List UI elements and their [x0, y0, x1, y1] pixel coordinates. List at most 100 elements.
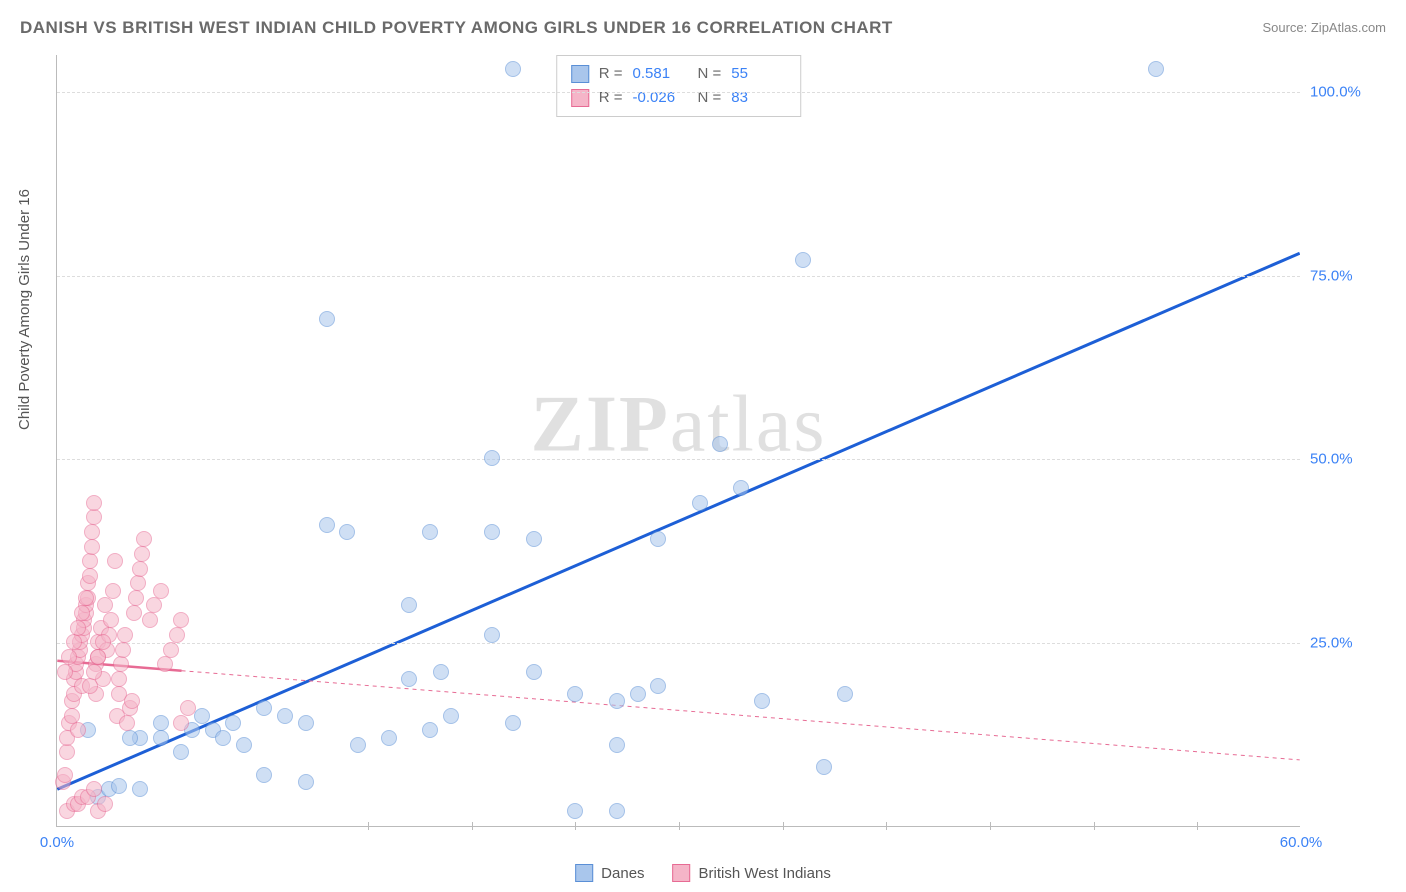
stats-row: R =-0.026N =83: [571, 86, 787, 110]
gridline-h: [57, 643, 1300, 644]
scatter-point: [78, 590, 94, 606]
scatter-point: [712, 436, 728, 452]
gridline-h: [57, 459, 1300, 460]
x-tick-mark: [783, 822, 784, 830]
scatter-point: [401, 597, 417, 613]
gridline-h: [57, 276, 1300, 277]
scatter-point: [173, 612, 189, 628]
x-tick-mark: [1094, 822, 1095, 830]
y-tick-label: 50.0%: [1310, 451, 1380, 468]
scatter-point: [105, 583, 121, 599]
y-tick-label: 75.0%: [1310, 267, 1380, 284]
scatter-point: [66, 634, 82, 650]
legend-swatch: [575, 864, 593, 882]
scatter-point: [505, 715, 521, 731]
x-tick-mark: [575, 822, 576, 830]
scatter-point: [97, 796, 113, 812]
r-value: 0.581: [633, 62, 688, 86]
scatter-point: [795, 252, 811, 268]
scatter-point: [153, 730, 169, 746]
scatter-point: [90, 649, 106, 665]
scatter-point: [61, 649, 77, 665]
scatter-point: [567, 686, 583, 702]
scatter-point: [298, 774, 314, 790]
scatter-chart: ZIPatlas R =0.581N =55R =-0.026N =83 25.…: [56, 55, 1300, 827]
x-tick-label: 0.0%: [40, 834, 74, 851]
scatter-point: [754, 693, 770, 709]
scatter-point: [111, 778, 127, 794]
n-value: 55: [731, 62, 786, 86]
scatter-point: [609, 737, 625, 753]
scatter-point: [484, 524, 500, 540]
y-tick-label: 100.0%: [1310, 83, 1380, 100]
scatter-point: [169, 627, 185, 643]
scatter-point: [113, 656, 129, 672]
scatter-point: [319, 517, 335, 533]
scatter-point: [277, 708, 293, 724]
trend-lines: [57, 55, 1300, 826]
scatter-point: [86, 509, 102, 525]
scatter-point: [126, 605, 142, 621]
stats-row: R =0.581N =55: [571, 62, 787, 86]
scatter-point: [82, 678, 98, 694]
correlation-stats-box: R =0.581N =55R =-0.026N =83: [556, 55, 802, 117]
scatter-point: [650, 678, 666, 694]
scatter-point: [630, 686, 646, 702]
scatter-point: [692, 495, 708, 511]
scatter-point: [84, 524, 100, 540]
scatter-point: [132, 781, 148, 797]
scatter-point: [526, 531, 542, 547]
legend-label: British West Indians: [699, 865, 831, 882]
scatter-point: [82, 553, 98, 569]
scatter-point: [173, 744, 189, 760]
scatter-point: [122, 730, 138, 746]
scatter-point: [256, 767, 272, 783]
scatter-point: [609, 693, 625, 709]
scatter-point: [59, 744, 75, 760]
n-label: N =: [698, 86, 722, 110]
scatter-point: [816, 759, 832, 775]
scatter-point: [153, 715, 169, 731]
scatter-point: [484, 627, 500, 643]
scatter-point: [173, 715, 189, 731]
legend: Danes British West Indians: [575, 864, 831, 882]
scatter-point: [70, 722, 86, 738]
scatter-point: [526, 664, 542, 680]
x-tick-label: 60.0%: [1280, 834, 1323, 851]
scatter-point: [107, 553, 123, 569]
scatter-point: [103, 612, 119, 628]
scatter-point: [157, 656, 173, 672]
scatter-point: [401, 671, 417, 687]
scatter-point: [128, 590, 144, 606]
scatter-point: [82, 568, 98, 584]
scatter-point: [350, 737, 366, 753]
scatter-point: [95, 634, 111, 650]
scatter-point: [609, 803, 625, 819]
scatter-point: [484, 450, 500, 466]
scatter-point: [86, 781, 102, 797]
scatter-point: [163, 642, 179, 658]
scatter-point: [84, 539, 100, 555]
x-tick-mark: [679, 822, 680, 830]
n-value: 83: [731, 86, 786, 110]
gridline-h: [57, 92, 1300, 93]
scatter-point: [86, 495, 102, 511]
scatter-point: [236, 737, 252, 753]
legend-label: Danes: [601, 865, 644, 882]
r-label: R =: [599, 62, 623, 86]
scatter-point: [505, 61, 521, 77]
source-attribution: Source: ZipAtlas.com: [1262, 20, 1386, 35]
scatter-point: [422, 722, 438, 738]
legend-item: Danes: [575, 864, 644, 882]
scatter-point: [433, 664, 449, 680]
r-label: R =: [599, 86, 623, 110]
scatter-point: [422, 524, 438, 540]
scatter-point: [134, 546, 150, 562]
series-swatch: [571, 65, 589, 83]
scatter-point: [443, 708, 459, 724]
scatter-point: [225, 715, 241, 731]
scatter-point: [130, 575, 146, 591]
scatter-point: [319, 311, 335, 327]
scatter-point: [70, 620, 86, 636]
scatter-point: [256, 700, 272, 716]
